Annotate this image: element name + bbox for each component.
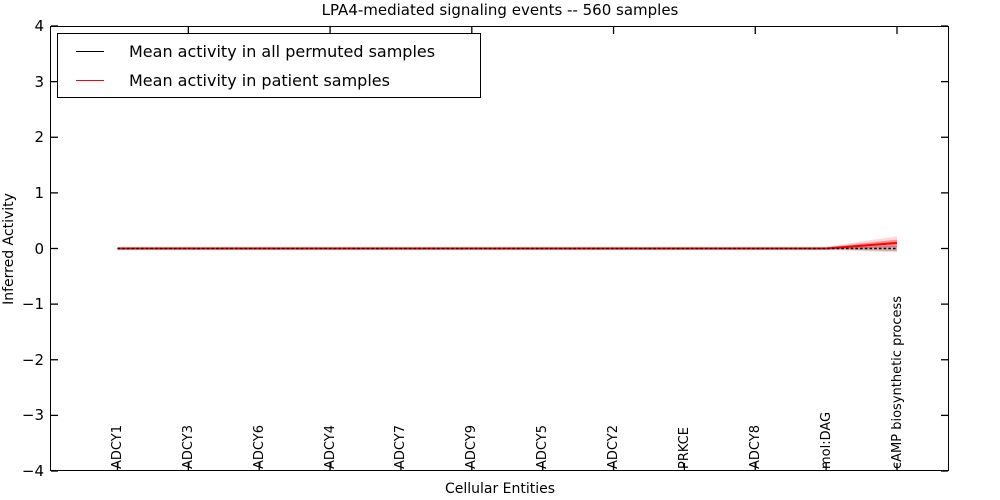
- x-tick-label: mol:DAG: [818, 411, 834, 469]
- x-tick-label: ADCY7: [393, 425, 409, 469]
- legend-item-patient: Mean activity in patient samples: [58, 69, 480, 91]
- x-tick-label: ADCY1: [110, 425, 125, 469]
- legend-label-permuted: Mean activity in all permuted samples: [129, 41, 436, 61]
- y-tick-label: 0: [34, 239, 44, 258]
- y-tick-label: 4: [34, 17, 44, 35]
- x-tick-label: ADCY5: [535, 425, 551, 469]
- legend-label-patient: Mean activity in patient samples: [129, 70, 390, 90]
- y-tick-label: −4: [21, 462, 44, 480]
- y-tick-label: 3: [34, 72, 44, 91]
- legend-item-permuted: Mean activity in all permuted samples: [58, 40, 480, 62]
- y-tick-label: −2: [21, 350, 44, 369]
- y-tick-label: 2: [34, 128, 44, 147]
- x-tick-label: PRKCE: [676, 427, 692, 469]
- y-tick-label: −3: [21, 406, 44, 425]
- chart-title: LPA4-mediated signaling events -- 560 sa…: [321, 1, 679, 19]
- confidence-band: [117, 236, 897, 253]
- x-tick-label: cAMP biosynthetic process: [889, 295, 905, 469]
- patient-line-swatch: [76, 79, 104, 81]
- x-tick-label: ADCY3: [180, 425, 196, 469]
- y-tick-label: −1: [21, 295, 44, 314]
- y-tick-label: 1: [34, 183, 44, 202]
- x-tick-label: ADCY8: [747, 425, 763, 469]
- x-tick-label: ADCY9: [464, 425, 480, 469]
- legend: Mean activity in all permuted samples Me…: [57, 33, 481, 98]
- x-axis-label: Cellular Entities: [444, 481, 556, 497]
- x-tick-label: ADCY2: [606, 425, 622, 469]
- x-tick-label: ADCY6: [251, 425, 267, 469]
- permuted-line-swatch: [76, 50, 104, 52]
- series-line: [117, 241, 898, 250]
- x-tick-label: ADCY4: [322, 425, 338, 469]
